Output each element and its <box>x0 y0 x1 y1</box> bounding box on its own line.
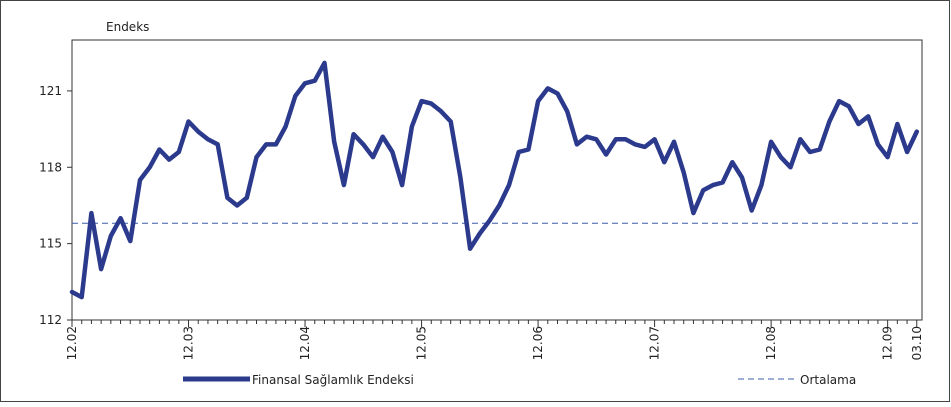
y-tick-label: 115 <box>39 237 62 251</box>
y-tick-label: 121 <box>39 84 62 98</box>
x-tick-label: 12.03 <box>182 326 196 360</box>
y-axis-label: Endeks <box>106 20 149 34</box>
x-tick-label: 12.05 <box>415 326 429 360</box>
x-tick-label: 12.09 <box>881 326 895 360</box>
x-tick-label: 12.08 <box>764 326 778 360</box>
series-line <box>69 60 920 300</box>
plot-area <box>71 39 923 321</box>
x-tick-label: 12.07 <box>648 326 662 360</box>
x-tick-label: 12.02 <box>65 326 79 360</box>
legend-label: Ortalama <box>800 373 856 387</box>
x-tick-label: 12.04 <box>298 326 312 360</box>
y-tick-label: 112 <box>39 313 62 327</box>
legend-label: Finansal Sağlamlık Endeksi <box>252 373 414 387</box>
x-tick-label: 12.06 <box>531 326 545 360</box>
x-tick-label: 03.10 <box>910 326 924 360</box>
y-tick-label: 118 <box>39 160 62 174</box>
